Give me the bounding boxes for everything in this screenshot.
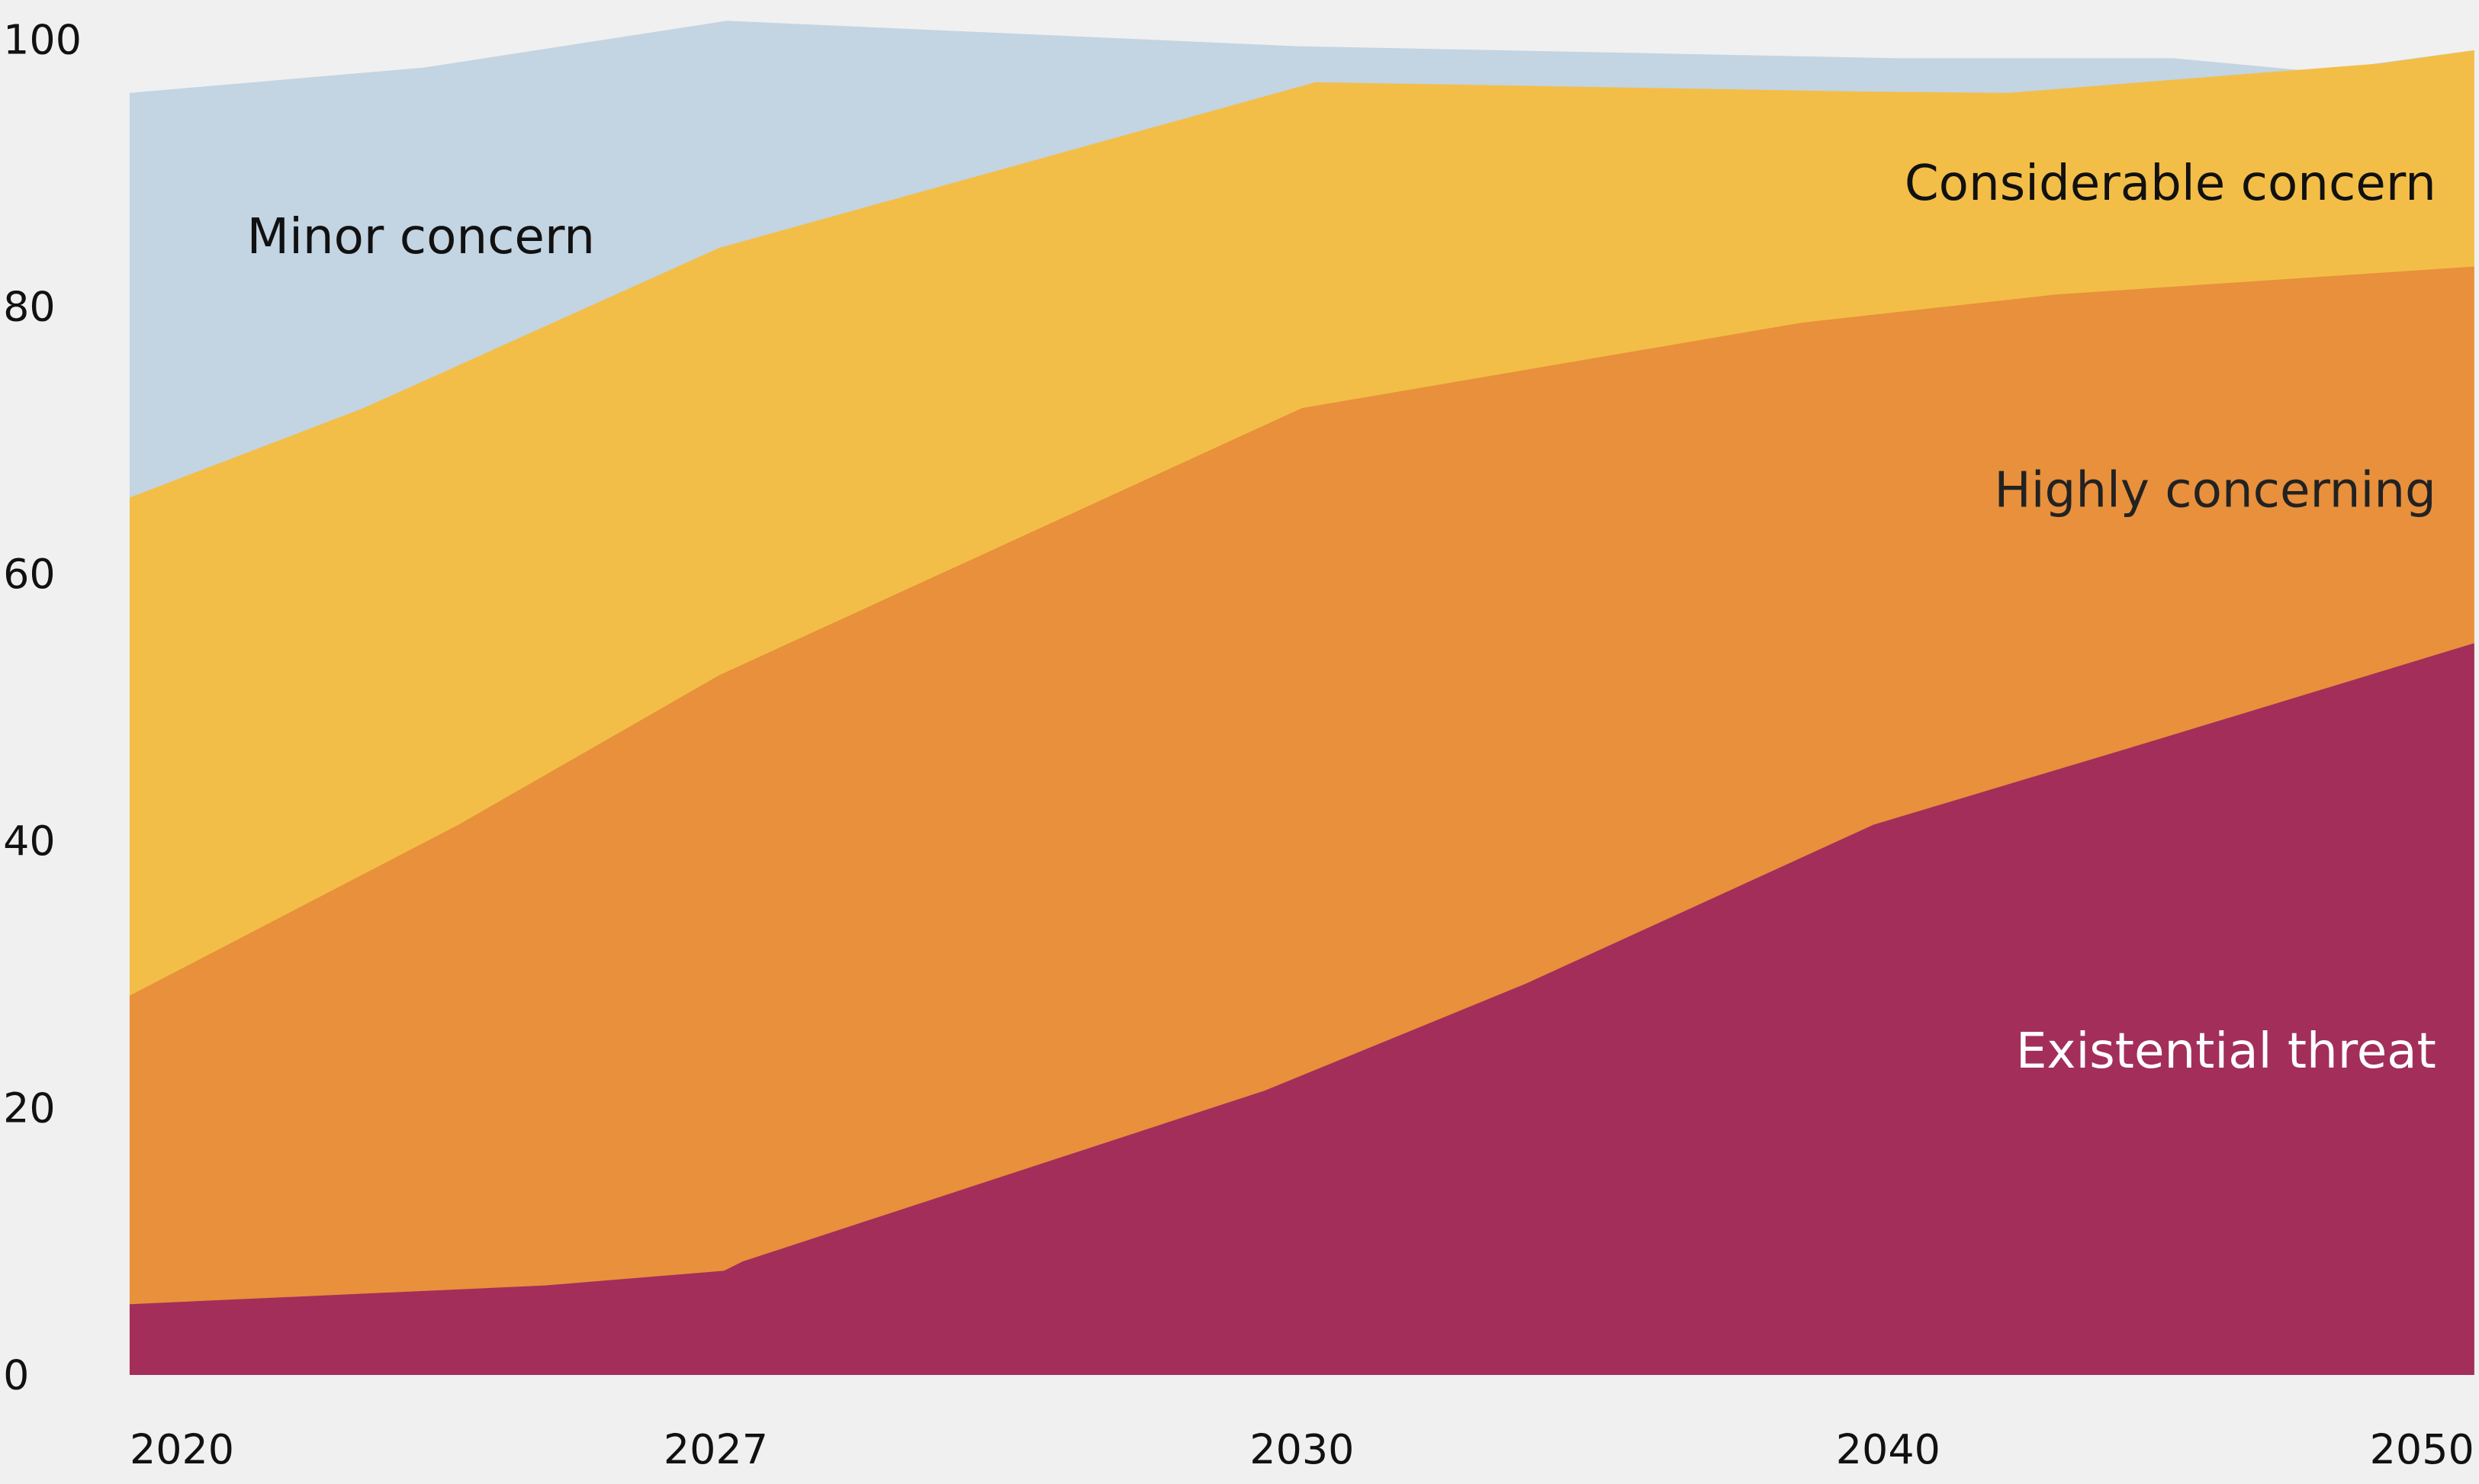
x-tick-label: 2030 xyxy=(1249,1425,1354,1473)
x-tick-label: 2040 xyxy=(1836,1425,1940,1473)
areas xyxy=(129,21,2474,1376)
y-tick-label: 80 xyxy=(3,283,56,331)
y-tick-label: 40 xyxy=(3,817,56,865)
y-tick-label: 0 xyxy=(3,1351,29,1399)
x-tick-label: 2050 xyxy=(2370,1425,2474,1473)
label-minor-concern: Minor concern xyxy=(247,208,595,265)
label-considerable-concern: Considerable concern xyxy=(1905,155,2436,212)
y-tick-label: 60 xyxy=(3,550,56,598)
label-highly-concerning: Highly concerning xyxy=(1994,462,2436,519)
series-labels: Minor concern Considerable concern Highly … xyxy=(247,155,2436,1080)
x-axis: 2020 2027 2030 2040 2050 xyxy=(130,1425,2474,1473)
label-existential-threat: Existential threat xyxy=(2016,1023,2436,1080)
y-axis: 0 20 40 60 80 100 xyxy=(3,15,82,1399)
y-tick-label: 100 xyxy=(3,15,82,63)
x-tick-label: 2027 xyxy=(664,1425,768,1473)
area-existential-threat xyxy=(129,643,2474,1376)
y-tick-label: 20 xyxy=(3,1084,56,1132)
x-tick-label: 2020 xyxy=(130,1425,234,1473)
